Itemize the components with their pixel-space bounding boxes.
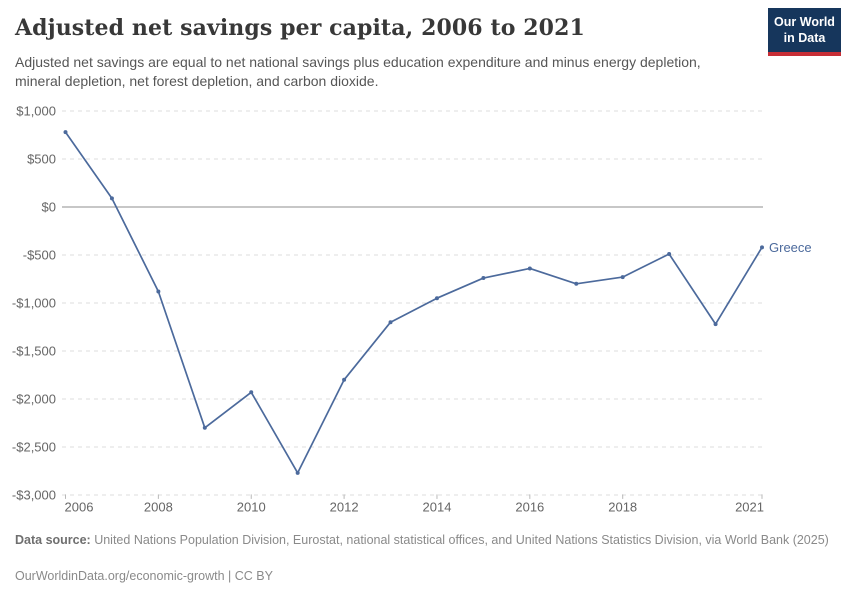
data-point bbox=[63, 130, 68, 135]
data-point bbox=[295, 470, 300, 475]
line-chart: $1,000 $500 $0 -$500 -$1,000 -$1,500 -$2,000 -$… bbox=[12, 104, 812, 515]
y-axis-label: -$1,500 bbox=[12, 344, 56, 359]
data-source-note: Data source: United Nations Population D… bbox=[15, 532, 831, 549]
data-point bbox=[527, 266, 532, 271]
chart-subtitle: Adjusted net savings are equal to net na… bbox=[15, 54, 701, 89]
data-line bbox=[64, 131, 763, 474]
data-point bbox=[434, 296, 439, 301]
page-title: Adjusted net savings per capita, 2006 to… bbox=[15, 15, 585, 41]
attribution-link: OurWorldinData.org/economic-growth | CC … bbox=[15, 569, 273, 583]
x-axis-label: 2006 bbox=[65, 500, 94, 515]
y-axis-label: -$2,500 bbox=[12, 440, 56, 455]
x-axis-label: 2010 bbox=[237, 500, 266, 515]
data-source-text: United Nations Population Division, Euro… bbox=[90, 533, 829, 547]
x-axis-label: 2012 bbox=[330, 500, 359, 515]
owid-logo: Our World in Data bbox=[768, 8, 841, 57]
y-axis-label: -$3,000 bbox=[12, 488, 56, 503]
y-axis-label: -$500 bbox=[23, 248, 56, 263]
data-point bbox=[342, 377, 347, 382]
y-axis-label: -$2,000 bbox=[12, 392, 56, 407]
y-axis-label: $0 bbox=[42, 200, 56, 215]
x-axis-label: 2014 bbox=[423, 500, 452, 515]
series-label: Greece bbox=[769, 240, 812, 255]
data-point bbox=[388, 320, 393, 325]
x-axis-label: 2018 bbox=[608, 500, 637, 515]
data-point bbox=[620, 275, 625, 280]
data-point bbox=[156, 289, 161, 294]
data-point bbox=[249, 390, 254, 395]
x-axis-label: 2016 bbox=[515, 500, 544, 515]
data-point bbox=[109, 196, 114, 201]
x-axis-label: 2008 bbox=[144, 500, 173, 515]
y-axis-label: -$1,000 bbox=[12, 296, 56, 311]
logo-text-line1: Our World bbox=[774, 15, 835, 29]
data-point bbox=[574, 281, 579, 286]
logo-text-line2: in Data bbox=[783, 30, 826, 45]
data-point bbox=[760, 245, 764, 250]
x-axis-label: 2021 bbox=[735, 500, 764, 515]
data-point bbox=[481, 276, 486, 281]
data-point bbox=[202, 425, 207, 430]
data-point bbox=[713, 322, 718, 327]
y-axis-label: $500 bbox=[27, 152, 56, 167]
data-source-label: Data source: bbox=[15, 533, 91, 547]
data-point bbox=[667, 252, 672, 257]
y-axis-label: $1,000 bbox=[16, 104, 56, 119]
